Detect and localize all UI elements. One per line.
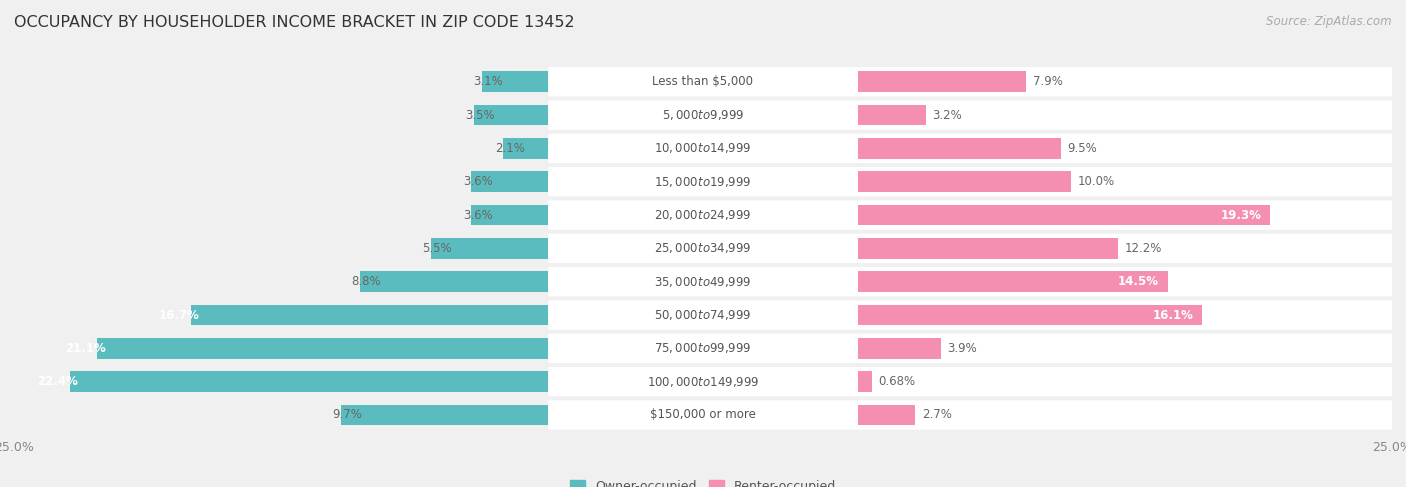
Bar bbox=[342, 405, 548, 425]
FancyBboxPatch shape bbox=[548, 300, 1104, 330]
Bar bbox=[858, 238, 1118, 259]
Text: $20,000 to $24,999: $20,000 to $24,999 bbox=[654, 208, 752, 222]
FancyBboxPatch shape bbox=[858, 234, 1406, 263]
FancyBboxPatch shape bbox=[548, 100, 858, 130]
FancyBboxPatch shape bbox=[858, 200, 1406, 230]
Bar bbox=[70, 371, 548, 392]
FancyBboxPatch shape bbox=[548, 100, 1104, 130]
Bar bbox=[858, 171, 1071, 192]
Text: Less than $5,000: Less than $5,000 bbox=[652, 75, 754, 88]
FancyBboxPatch shape bbox=[548, 400, 858, 430]
FancyBboxPatch shape bbox=[548, 367, 1104, 396]
Bar bbox=[191, 305, 548, 325]
Text: $100,000 to $149,999: $100,000 to $149,999 bbox=[647, 375, 759, 389]
Bar bbox=[858, 205, 1270, 225]
Text: 7.9%: 7.9% bbox=[1033, 75, 1063, 88]
Bar bbox=[430, 238, 548, 259]
Text: $5,000 to $9,999: $5,000 to $9,999 bbox=[662, 108, 744, 122]
Text: 5.5%: 5.5% bbox=[422, 242, 451, 255]
Text: 19.3%: 19.3% bbox=[1220, 208, 1261, 222]
FancyBboxPatch shape bbox=[858, 67, 1406, 96]
Legend: Owner-occupied, Renter-occupied: Owner-occupied, Renter-occupied bbox=[565, 475, 841, 487]
Text: 3.9%: 3.9% bbox=[948, 342, 977, 355]
FancyBboxPatch shape bbox=[548, 367, 858, 396]
Text: 2.7%: 2.7% bbox=[922, 409, 952, 421]
FancyBboxPatch shape bbox=[858, 334, 1406, 363]
Text: $10,000 to $14,999: $10,000 to $14,999 bbox=[654, 141, 752, 155]
Text: $15,000 to $19,999: $15,000 to $19,999 bbox=[654, 175, 752, 189]
Text: 3.1%: 3.1% bbox=[474, 75, 503, 88]
FancyBboxPatch shape bbox=[548, 167, 858, 196]
Bar bbox=[858, 105, 927, 126]
Text: 2.1%: 2.1% bbox=[495, 142, 524, 155]
Text: 3.5%: 3.5% bbox=[465, 109, 495, 122]
FancyBboxPatch shape bbox=[548, 67, 858, 96]
Text: 3.2%: 3.2% bbox=[932, 109, 962, 122]
FancyBboxPatch shape bbox=[548, 267, 858, 297]
Bar bbox=[858, 371, 872, 392]
FancyBboxPatch shape bbox=[548, 267, 1104, 297]
FancyBboxPatch shape bbox=[858, 367, 1406, 396]
FancyBboxPatch shape bbox=[548, 334, 858, 363]
Text: 16.7%: 16.7% bbox=[159, 308, 200, 321]
Bar bbox=[360, 271, 548, 292]
Bar bbox=[471, 171, 548, 192]
Bar bbox=[503, 138, 548, 159]
Bar bbox=[97, 338, 548, 358]
Text: 9.5%: 9.5% bbox=[1067, 142, 1097, 155]
FancyBboxPatch shape bbox=[548, 200, 1104, 230]
Bar bbox=[474, 105, 548, 126]
Text: 3.6%: 3.6% bbox=[463, 175, 492, 188]
Text: $75,000 to $99,999: $75,000 to $99,999 bbox=[654, 341, 752, 356]
Text: Source: ZipAtlas.com: Source: ZipAtlas.com bbox=[1267, 15, 1392, 28]
FancyBboxPatch shape bbox=[548, 167, 1104, 196]
Text: $150,000 or more: $150,000 or more bbox=[650, 409, 756, 421]
Text: 10.0%: 10.0% bbox=[1078, 175, 1115, 188]
Bar bbox=[482, 72, 548, 92]
Bar bbox=[858, 338, 941, 358]
Text: 8.8%: 8.8% bbox=[352, 275, 381, 288]
Bar bbox=[858, 305, 1202, 325]
Text: 16.1%: 16.1% bbox=[1153, 308, 1194, 321]
FancyBboxPatch shape bbox=[548, 234, 1104, 263]
FancyBboxPatch shape bbox=[858, 167, 1406, 196]
Text: 22.4%: 22.4% bbox=[38, 375, 79, 388]
Text: 21.1%: 21.1% bbox=[65, 342, 105, 355]
FancyBboxPatch shape bbox=[548, 134, 858, 163]
FancyBboxPatch shape bbox=[548, 200, 858, 230]
FancyBboxPatch shape bbox=[858, 134, 1406, 163]
FancyBboxPatch shape bbox=[548, 67, 1104, 96]
Bar bbox=[858, 72, 1026, 92]
FancyBboxPatch shape bbox=[858, 300, 1406, 330]
Text: $25,000 to $34,999: $25,000 to $34,999 bbox=[654, 242, 752, 255]
Text: $35,000 to $49,999: $35,000 to $49,999 bbox=[654, 275, 752, 289]
FancyBboxPatch shape bbox=[858, 400, 1406, 430]
FancyBboxPatch shape bbox=[548, 234, 858, 263]
Text: 0.68%: 0.68% bbox=[879, 375, 915, 388]
Text: 9.7%: 9.7% bbox=[332, 409, 363, 421]
FancyBboxPatch shape bbox=[548, 300, 858, 330]
FancyBboxPatch shape bbox=[858, 267, 1406, 297]
Text: 12.2%: 12.2% bbox=[1125, 242, 1163, 255]
Text: 3.6%: 3.6% bbox=[463, 208, 492, 222]
Bar bbox=[471, 205, 548, 225]
Bar bbox=[858, 138, 1060, 159]
Bar bbox=[858, 271, 1167, 292]
Text: 14.5%: 14.5% bbox=[1118, 275, 1159, 288]
FancyBboxPatch shape bbox=[858, 100, 1406, 130]
Text: $50,000 to $74,999: $50,000 to $74,999 bbox=[654, 308, 752, 322]
FancyBboxPatch shape bbox=[548, 134, 1104, 163]
FancyBboxPatch shape bbox=[548, 400, 1104, 430]
FancyBboxPatch shape bbox=[548, 334, 1104, 363]
Bar bbox=[858, 405, 915, 425]
Text: OCCUPANCY BY HOUSEHOLDER INCOME BRACKET IN ZIP CODE 13452: OCCUPANCY BY HOUSEHOLDER INCOME BRACKET … bbox=[14, 15, 575, 30]
